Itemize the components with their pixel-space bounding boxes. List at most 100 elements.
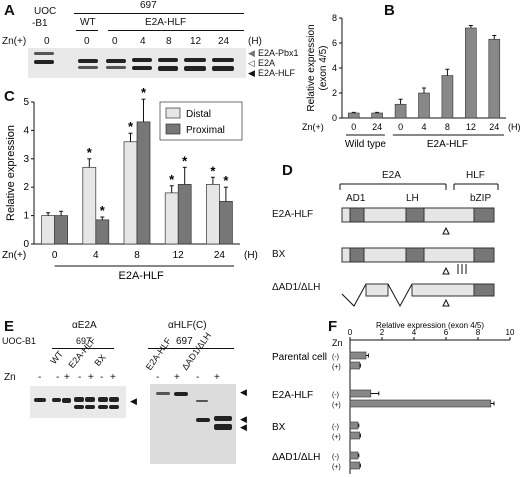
panel-d: D E2A HLF AD1 LH bZIP E2A-HLF BX: [270, 158, 520, 308]
bar-proximal: [54, 215, 68, 245]
y-tick-label: 3: [23, 154, 29, 165]
blot-band: [106, 66, 126, 69]
x-tick-label: 24: [489, 122, 499, 132]
hours-unit: (H): [508, 122, 520, 132]
bar: [349, 421, 359, 430]
x-tick-label: 12: [173, 250, 185, 261]
uoc-b1-label: UOC-B1: [2, 336, 37, 346]
bar-proximal: [136, 121, 151, 245]
zn-sign: +: [88, 372, 94, 383]
y-tick-label: 4: [23, 125, 29, 136]
zn-sign: -: [100, 372, 104, 383]
group-label: E2A-HLF: [118, 270, 164, 282]
zn-sign: (+): [332, 434, 341, 441]
blot-band: [98, 405, 108, 409]
bar: [349, 431, 360, 440]
group-label: Parental cell: [272, 352, 327, 363]
construct-bx: BX: [272, 249, 286, 260]
group-label-e2a-hlf: E2A-HLF: [427, 139, 468, 150]
bar-distal: [82, 166, 97, 245]
significance-star: *: [87, 145, 93, 160]
significance-star: *: [128, 119, 134, 134]
blot-band: [174, 392, 188, 396]
domain-ad1: AD1: [346, 193, 366, 204]
bar-distal: [206, 184, 220, 245]
bar: [347, 112, 360, 119]
blot-band: [156, 392, 170, 395]
significance-star: *: [141, 86, 147, 100]
panel-label-b: B: [384, 2, 395, 19]
panel-label-e: E: [4, 318, 15, 335]
y-tick-label: 8: [332, 13, 337, 23]
bar: [349, 461, 360, 470]
e2a-hlf-label: E2A-HLF: [145, 17, 187, 28]
y-tick-label: 2: [23, 182, 29, 193]
significance-star: *: [210, 163, 216, 178]
bar-distal: [164, 192, 179, 245]
x-tick-label: 6: [444, 328, 449, 337]
x-tick-label: 8: [476, 328, 481, 337]
legend-label-proximal: Proximal: [186, 125, 225, 136]
bar: [349, 351, 367, 360]
domain-lh: LH: [406, 193, 419, 204]
significance-star: *: [223, 173, 229, 188]
panel-f: F Relative expression (exon 4/5) 0 2 4 6 8 10 Z…: [270, 318, 520, 477]
chart-title: Relative expression (exon 4/5): [376, 321, 484, 330]
blot-band: [109, 405, 119, 409]
x-tick-label: 8: [134, 250, 140, 261]
y-axis-label-2: (exon 4/5): [318, 45, 329, 90]
zn-sign: -: [56, 372, 60, 383]
bar-distal: [41, 215, 55, 245]
group-label: BX: [272, 422, 286, 433]
bar-proximal: [177, 184, 192, 245]
group-label: E2A-HLF: [272, 390, 313, 401]
panel-label-c: C: [4, 88, 15, 105]
blot-band: [132, 66, 152, 70]
blot-band: [74, 397, 84, 402]
panel-label-d: D: [282, 162, 293, 179]
wt-rule: [76, 30, 98, 31]
legend-swatch-proximal: [165, 123, 181, 135]
panel-a: A UOC -B1 697 WT E2A-HLF Zn(+) 0 0 0 4 8…: [0, 0, 299, 90]
x-tick-label: 10: [506, 328, 515, 337]
x-tick-label: 4: [421, 122, 426, 132]
bar: [488, 38, 501, 119]
arrow-solid-icon: ◀: [240, 387, 247, 397]
significance-star: *: [169, 172, 175, 187]
group-label-wild-type: Wild type: [345, 139, 387, 150]
arrow-solid-icon: ◀: [240, 422, 247, 432]
hours-unit: (H): [248, 36, 262, 47]
arrow-solid-icon: ◀: [248, 68, 255, 78]
bar-proximal: [95, 219, 110, 245]
x-tick-label: 24: [372, 122, 382, 132]
blot-band: [85, 405, 95, 409]
arrow-outline-icon: ◁: [248, 58, 255, 68]
band-label-e2a: E2A: [258, 58, 276, 68]
line-697-rule: [74, 13, 244, 14]
e2a-hlf-rule: [108, 30, 244, 31]
time-24: 24: [218, 36, 230, 47]
bar: [349, 389, 372, 398]
zn-sign: (+): [332, 402, 341, 409]
significance-star: *: [182, 153, 188, 168]
zn-sign: (-): [332, 392, 339, 399]
blot-band: [34, 398, 46, 402]
time-12: 12: [190, 36, 202, 47]
zn-sign: +: [174, 372, 180, 383]
bar: [371, 112, 383, 119]
wt-label: WT: [80, 17, 96, 28]
legend-box: [159, 101, 243, 141]
legend-label-distal: Distal: [186, 109, 211, 120]
construct-diagram: [339, 183, 499, 308]
x-tick-label: 4: [412, 328, 417, 337]
blot-band: [158, 58, 178, 62]
bar: [465, 27, 477, 119]
zn-label: Zn(+): [302, 122, 324, 132]
zn-sign: +: [214, 372, 220, 383]
domain-hlf: HLF: [466, 170, 485, 181]
blot-band: [184, 58, 206, 62]
zn-label: Zn(+): [2, 250, 26, 261]
antibody-hlf: αHLF(C): [168, 320, 207, 331]
panel-label-a: A: [4, 2, 15, 19]
